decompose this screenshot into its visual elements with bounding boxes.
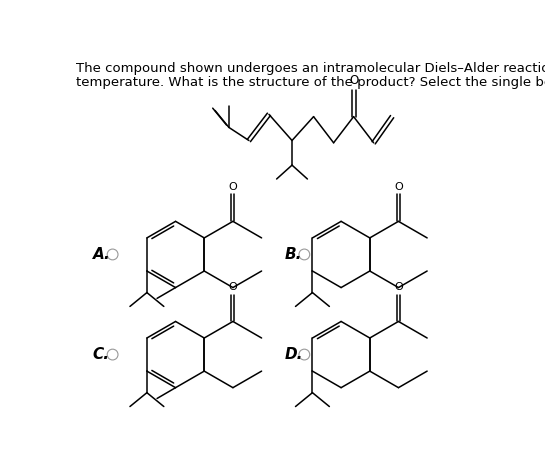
Text: A.: A. [93, 247, 110, 262]
Text: The compound shown undergoes an intramolecular Diels–Alder reaction at room: The compound shown undergoes an intramol… [76, 62, 545, 75]
Text: B.: B. [285, 247, 302, 262]
Text: O: O [394, 282, 403, 292]
Text: O: O [228, 282, 237, 292]
Text: O: O [228, 182, 237, 192]
Text: O: O [394, 182, 403, 192]
Text: temperature. What is the structure of the product? Select the single best answer: temperature. What is the structure of th… [76, 76, 545, 89]
Text: D.: D. [285, 347, 304, 362]
Text: C.: C. [93, 347, 110, 362]
Text: O: O [349, 73, 358, 86]
